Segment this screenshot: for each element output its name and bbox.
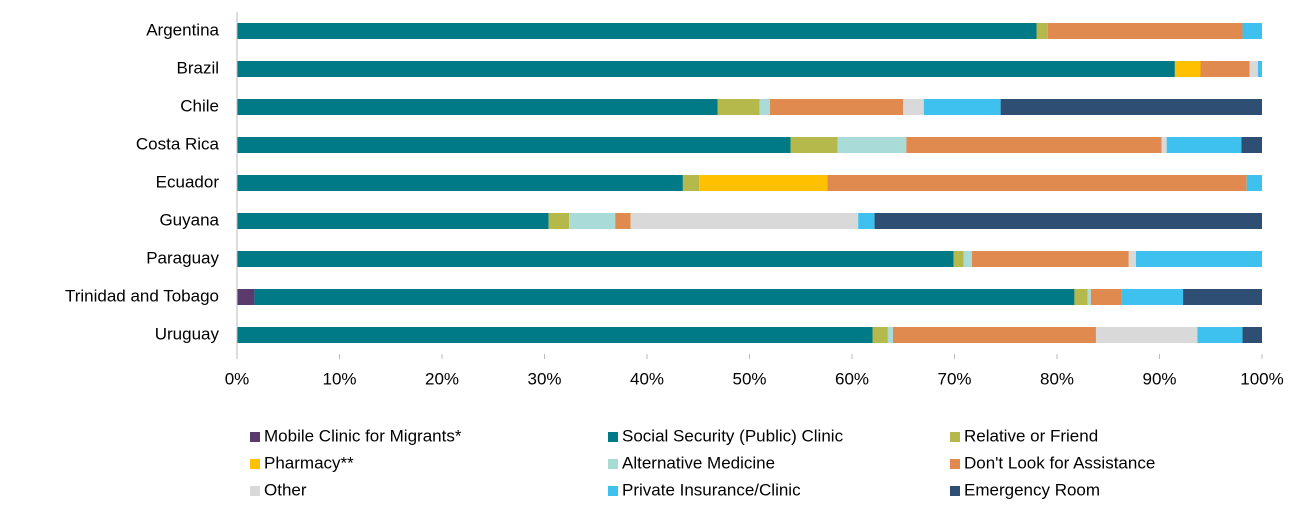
bar-segment (923, 99, 1001, 115)
bar-segment (1161, 137, 1167, 153)
bar-segment (770, 99, 904, 115)
bar-segment (1090, 289, 1122, 305)
bar-segment (1183, 289, 1262, 305)
x-tick-label: 70% (937, 369, 971, 388)
x-tick-label: 50% (732, 369, 766, 388)
bar-segment (1135, 251, 1262, 267)
bar-segment (837, 137, 907, 153)
y-tick-label: Ecuador (156, 172, 220, 191)
x-tick-label: 60% (835, 369, 869, 388)
bar-segment (1166, 137, 1242, 153)
legend-swatch (608, 459, 618, 469)
legend-swatch (950, 432, 960, 442)
legend-label: Relative or Friend (964, 426, 1098, 445)
bar-segment (903, 99, 924, 115)
legend-label: Pharmacy** (264, 453, 354, 472)
bar-segment (1249, 61, 1258, 77)
x-tick-label: 40% (630, 369, 664, 388)
bar-segment (1200, 61, 1250, 77)
bar-segment (971, 251, 1129, 267)
legend-swatch (250, 432, 260, 442)
legend-swatch (950, 486, 960, 496)
bar-segment (1257, 61, 1262, 77)
bar-segment (963, 251, 972, 267)
legend-swatch (950, 459, 960, 469)
bar-segment (1241, 137, 1262, 153)
bar-segment (237, 61, 1175, 77)
bar-segment (1000, 99, 1262, 115)
legend-label: Don't Look for Assistance (964, 453, 1155, 472)
bar-segment (237, 327, 873, 343)
bar-segment (1197, 327, 1243, 343)
bar-segment (1095, 327, 1198, 343)
x-tick-label: 100% (1240, 369, 1283, 388)
x-tick-label: 90% (1142, 369, 1176, 388)
bar-segment (1087, 289, 1091, 305)
legend-label: Emergency Room (964, 480, 1100, 499)
bar-segment (887, 327, 893, 343)
y-tick-label: Guyana (159, 210, 219, 229)
legend-label: Mobile Clinic for Migrants* (264, 426, 462, 445)
bar-segment (953, 251, 964, 267)
bar-segment (1246, 175, 1262, 191)
y-tick-label: Brazil (176, 58, 219, 77)
x-tick-label: 0% (225, 369, 250, 388)
y-tick-label: Trinidad and Tobago (65, 286, 219, 305)
bar-segment (874, 213, 1262, 229)
bar-segment (682, 175, 700, 191)
legend-label: Private Insurance/Clinic (622, 480, 801, 499)
bar-segment (615, 213, 631, 229)
legend-label: Alternative Medicine (622, 453, 775, 472)
bar-segment (1242, 23, 1262, 39)
bar-segment (1074, 289, 1088, 305)
legend-swatch (608, 486, 618, 496)
bar-segment (237, 99, 718, 115)
bar-segment (759, 99, 770, 115)
legend-label: Other (264, 480, 307, 499)
bar-segment (1121, 289, 1184, 305)
x-tick-label: 20% (425, 369, 459, 388)
x-tick-label: 30% (527, 369, 561, 388)
y-tick-label: Argentina (146, 20, 219, 39)
bar-segment (548, 213, 570, 229)
legend-swatch (250, 459, 260, 469)
bar-segment (569, 213, 616, 229)
y-tick-label: Costa Rica (136, 134, 220, 153)
bar-segment (237, 23, 1037, 39)
x-tick-label: 10% (322, 369, 356, 388)
bar-segment (858, 213, 875, 229)
legend-swatch (608, 432, 618, 442)
bar-segment (699, 175, 828, 191)
bar-segment (1128, 251, 1136, 267)
bar-segment (1036, 23, 1048, 39)
bar-segment (790, 137, 838, 153)
bar-segment (237, 137, 791, 153)
legend-label: Social Security (Public) Clinic (622, 426, 844, 445)
legend-swatch (250, 486, 260, 496)
bar-segment (1174, 61, 1201, 77)
bar-segment (237, 213, 549, 229)
bar-segment (237, 175, 683, 191)
bar-segment (893, 327, 1096, 343)
bar-segment (827, 175, 1247, 191)
bar-segment (906, 137, 1162, 153)
bar-segment (630, 213, 859, 229)
bar-segment (237, 251, 954, 267)
x-tick-label: 80% (1040, 369, 1074, 388)
bar-segment (1047, 23, 1243, 39)
y-tick-label: Chile (180, 96, 219, 115)
bar-segment (872, 327, 888, 343)
bar-segment (254, 289, 1075, 305)
y-tick-label: Paraguay (146, 248, 219, 267)
bar-segment (1242, 327, 1262, 343)
bar-segment (237, 289, 255, 305)
bar-segment (717, 99, 760, 115)
y-tick-label: Uruguay (155, 324, 220, 343)
